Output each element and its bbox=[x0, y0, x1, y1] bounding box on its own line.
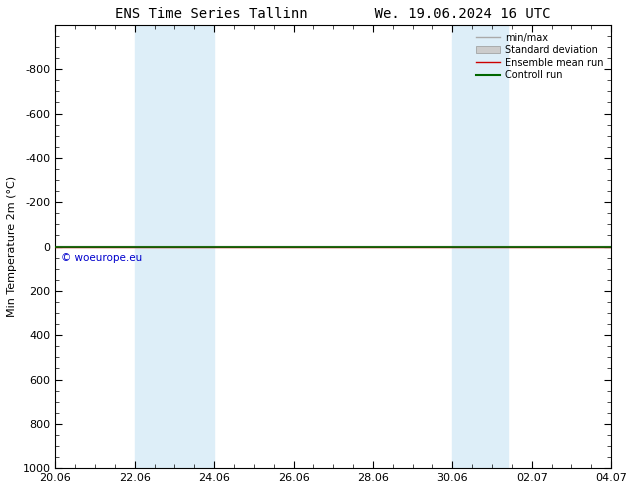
Text: © woeurope.eu: © woeurope.eu bbox=[61, 253, 143, 263]
Y-axis label: Min Temperature 2m (°C): Min Temperature 2m (°C) bbox=[7, 176, 17, 317]
Title: ENS Time Series Tallinn        We. 19.06.2024 16 UTC: ENS Time Series Tallinn We. 19.06.2024 1… bbox=[115, 7, 551, 21]
Bar bbox=[452, 25, 508, 468]
Bar bbox=[135, 25, 214, 468]
Legend: min/max, Standard deviation, Ensemble mean run, Controll run: min/max, Standard deviation, Ensemble me… bbox=[473, 30, 606, 83]
